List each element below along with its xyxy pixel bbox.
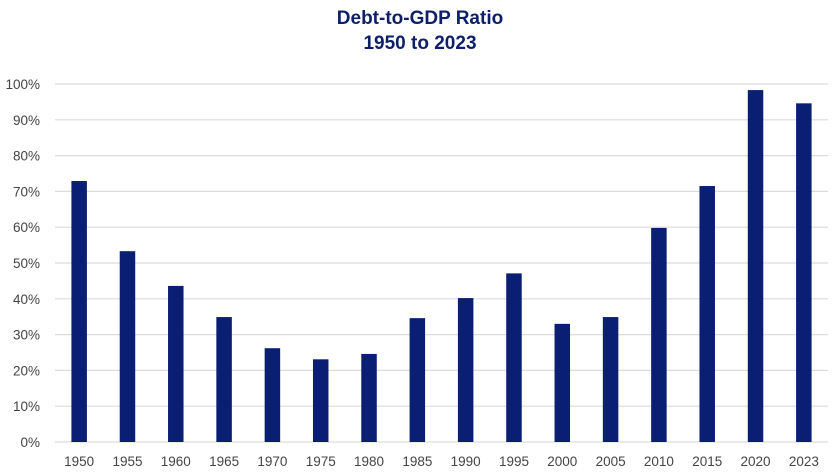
x-tick-label: 1990: [451, 454, 481, 469]
x-tick-label: 1985: [402, 454, 432, 469]
x-tick-label: 2023: [789, 454, 819, 469]
bar-1995: [506, 273, 522, 442]
bar-2020: [747, 90, 764, 442]
y-tick-label: 100%: [5, 77, 40, 92]
x-tick-label: 1995: [499, 454, 529, 469]
y-tick-label: 70%: [13, 184, 40, 199]
x-tick-label: 2015: [692, 454, 722, 469]
chart-subtitle: 1950 to 2023: [363, 33, 477, 54]
bar-2000: [554, 323, 571, 442]
x-tick-label: 1965: [209, 454, 239, 469]
bar-2023: [796, 103, 812, 442]
x-tick-label: 1950: [64, 454, 94, 469]
x-tick-label: 1955: [112, 454, 142, 469]
x-tick-label: 1960: [161, 454, 191, 469]
bar-2010: [651, 227, 667, 442]
x-tick-label: 2010: [644, 454, 674, 469]
bar-1990: [457, 298, 474, 442]
y-tick-label: 60%: [13, 220, 40, 235]
bar-1955: [119, 251, 136, 442]
x-tick-label: 2000: [547, 454, 577, 469]
y-tick-label: 20%: [13, 363, 40, 378]
y-tick-label: 0%: [20, 435, 40, 450]
bar-1970: [264, 348, 281, 442]
bar-1985: [409, 318, 426, 442]
y-tick-label: 40%: [13, 292, 40, 307]
x-tick-label: 1970: [257, 454, 287, 469]
bar-1975: [312, 359, 329, 442]
y-tick-label: 30%: [13, 328, 40, 343]
bar-2005: [602, 317, 619, 442]
x-tick-label: 1975: [306, 454, 336, 469]
chart-title: Debt-to-GDP Ratio: [336, 8, 504, 29]
y-tick-label: 50%: [13, 256, 40, 271]
bar-1980: [361, 353, 377, 442]
bar-1965: [216, 317, 232, 442]
bar-1960: [168, 285, 184, 442]
x-tick-label: 1980: [354, 454, 384, 469]
y-tick-label: 90%: [13, 113, 40, 128]
bar-1950: [71, 181, 87, 442]
y-tick-label: 10%: [13, 399, 40, 414]
y-tick-label: 80%: [13, 149, 40, 164]
bar-2015: [699, 186, 715, 442]
x-tick-label: 2020: [741, 454, 771, 469]
x-tick-label: 2005: [596, 454, 626, 469]
